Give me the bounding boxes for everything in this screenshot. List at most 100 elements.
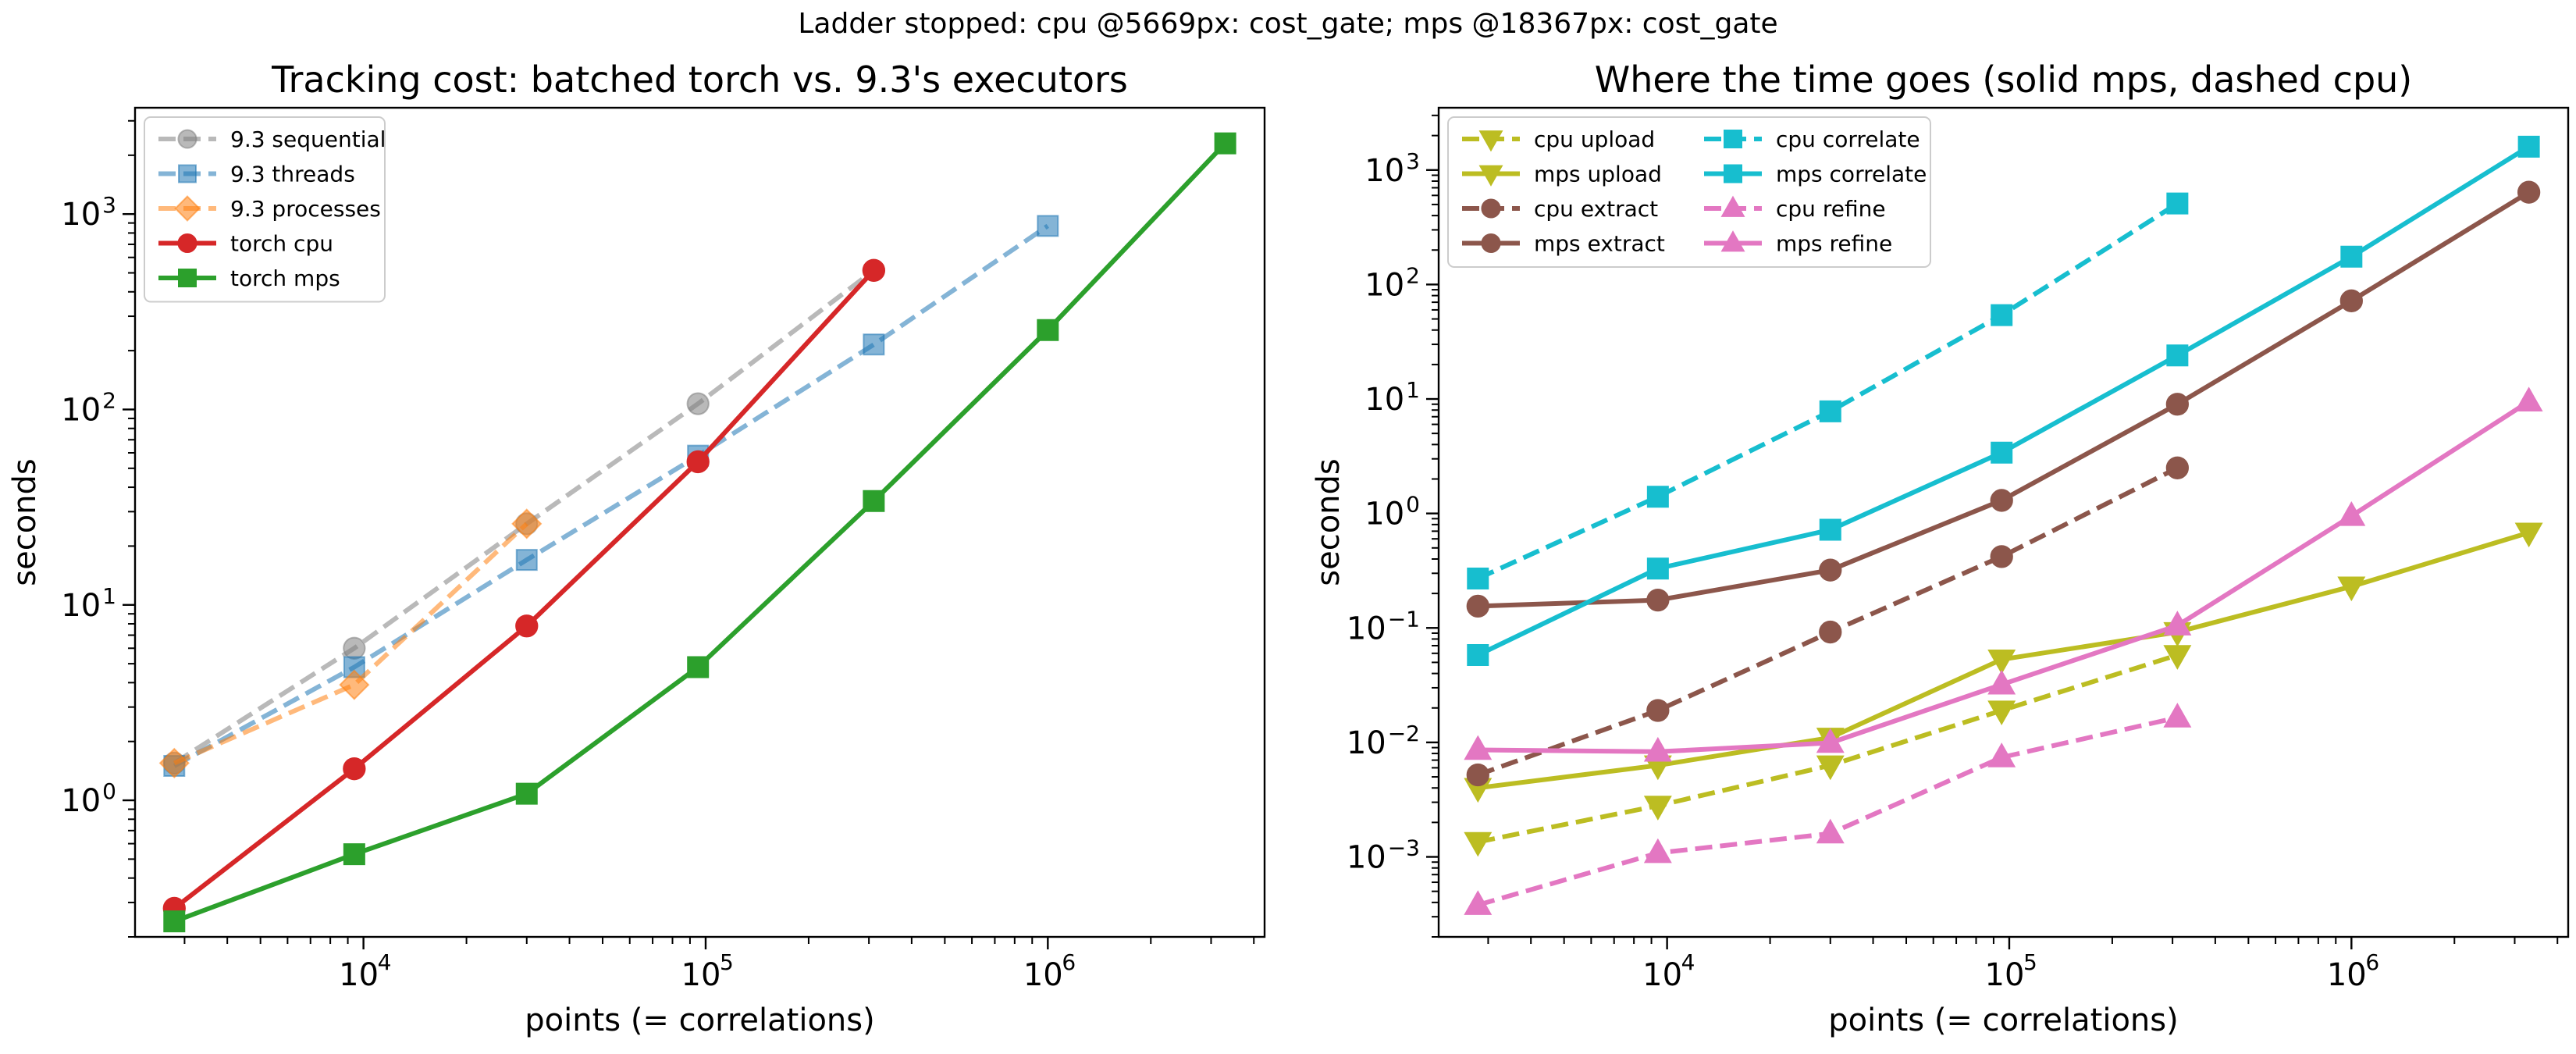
y-tick-label-exponent: 3 bbox=[1406, 148, 1420, 174]
legend-label: cpu upload bbox=[1534, 126, 1655, 152]
data-point bbox=[1037, 215, 1059, 237]
legend-entry: mps extract bbox=[1462, 231, 1665, 257]
data-point bbox=[1816, 755, 1845, 781]
data-point bbox=[1643, 736, 1672, 762]
y-tick-label-exponent: −2 bbox=[1388, 721, 1420, 746]
legend-entry: mps refine bbox=[1704, 230, 1892, 257]
chart-title: Where the time goes (solid mps, dashed c… bbox=[1595, 59, 2413, 101]
legend-entry: torch cpu bbox=[158, 231, 333, 257]
legend-entry: torch mps bbox=[158, 265, 340, 291]
legend: 9.3 sequential 9.3 threads 9.3 processes to… bbox=[144, 116, 386, 303]
plot-area bbox=[158, 132, 1236, 933]
legend-swatch-marker bbox=[1720, 195, 1745, 217]
legend-swatch-marker bbox=[1724, 164, 1742, 183]
legend-entry: 9.3 threads bbox=[158, 162, 355, 187]
x-tick-label: 10 bbox=[1985, 957, 2025, 993]
y-tick-label: 10 bbox=[61, 783, 101, 819]
y-tick-label-exponent: 2 bbox=[1406, 262, 1420, 288]
data-point bbox=[339, 669, 370, 700]
data-point bbox=[1464, 831, 1493, 857]
data-point bbox=[1987, 700, 2016, 725]
x-axis-label: points (= correlations) bbox=[1828, 1002, 2178, 1038]
series-4 bbox=[163, 132, 1236, 933]
y-tick-label: 10 bbox=[61, 588, 101, 624]
legend-entry: cpu correlate bbox=[1704, 126, 1920, 152]
data-point bbox=[1467, 643, 1489, 666]
series-line bbox=[173, 269, 876, 910]
data-point bbox=[1819, 558, 1842, 582]
y-tick-label-exponent: 0 bbox=[1406, 492, 1420, 518]
data-point bbox=[863, 333, 885, 356]
x-tick-label-exponent: 4 bbox=[1681, 949, 1695, 975]
data-point bbox=[2514, 522, 2543, 548]
y-tick-label-exponent: 2 bbox=[102, 387, 116, 413]
data-point bbox=[686, 450, 710, 474]
figure-suptitle: Ladder stopped: cpu @5669px: cost_gate; … bbox=[798, 8, 1777, 40]
legend-box bbox=[1447, 116, 1931, 268]
y-tick-label-exponent: 0 bbox=[102, 778, 116, 804]
legend-swatch-marker bbox=[1481, 233, 1501, 254]
chart-panel-2: Where the time goes (solid mps, dashed c… bbox=[1311, 59, 2570, 1038]
data-point bbox=[863, 490, 885, 512]
series-4 bbox=[1467, 192, 2189, 590]
data-point bbox=[163, 910, 186, 933]
legend-swatch-marker bbox=[177, 233, 197, 254]
data-point bbox=[343, 757, 366, 781]
minor-ticks bbox=[128, 119, 1255, 944]
legend-entry: 9.3 processes bbox=[158, 195, 381, 222]
data-point bbox=[343, 843, 365, 866]
y-axis-label: seconds bbox=[7, 458, 43, 586]
legend: cpu upload mps upload cpu extract mps extra… bbox=[1447, 116, 1931, 268]
data-point bbox=[2514, 386, 2543, 411]
series-5 bbox=[1467, 135, 2540, 666]
panels: Tracking cost: batched torch vs. 9.3's e… bbox=[7, 59, 2570, 1038]
data-point bbox=[1819, 518, 1841, 541]
series-3 bbox=[1466, 180, 2541, 618]
legend-swatch-marker bbox=[1481, 198, 1501, 219]
data-point bbox=[511, 508, 543, 539]
data-point bbox=[2165, 456, 2190, 479]
legend-swatch-marker bbox=[1478, 130, 1503, 152]
chart-title: Tracking cost: batched torch vs. 9.3's e… bbox=[271, 59, 1128, 101]
y-tick-label-exponent: 3 bbox=[102, 192, 116, 218]
y-tick-label: 10 bbox=[1347, 611, 1386, 646]
series-line bbox=[173, 223, 1049, 768]
legend-label: 9.3 processes bbox=[230, 196, 381, 222]
data-point bbox=[1467, 568, 1489, 590]
data-point bbox=[1214, 132, 1236, 155]
data-point bbox=[687, 656, 710, 678]
data-point bbox=[1037, 319, 1059, 341]
legend-label: 9.3 threads bbox=[230, 162, 355, 187]
data-point bbox=[515, 549, 538, 572]
series-0 bbox=[1464, 645, 2192, 857]
legend-label: cpu refine bbox=[1776, 196, 1886, 222]
legend-entry: mps correlate bbox=[1704, 162, 1927, 187]
data-point bbox=[1646, 699, 1670, 722]
x-tick-label: 10 bbox=[2327, 957, 2367, 993]
data-point bbox=[1466, 594, 1489, 618]
data-point bbox=[2339, 289, 2363, 312]
legend-swatch-marker bbox=[178, 269, 197, 287]
data-point bbox=[158, 747, 190, 779]
data-point bbox=[2517, 180, 2541, 204]
data-point bbox=[1646, 588, 1670, 612]
y-tick-label: 10 bbox=[1364, 153, 1404, 189]
chart-panel-1: Tracking cost: batched torch vs. 9.3's e… bbox=[7, 59, 1266, 1038]
data-point bbox=[1991, 304, 2013, 326]
legend-label: mps correlate bbox=[1776, 162, 1927, 187]
data-point bbox=[1990, 489, 2013, 512]
legend-box bbox=[144, 116, 386, 303]
y-tick-label-exponent: 1 bbox=[1406, 377, 1420, 403]
data-point bbox=[2337, 500, 2366, 526]
y-tick-label: 10 bbox=[1364, 267, 1404, 303]
legend-swatch-marker bbox=[177, 129, 197, 149]
legend-label: torch mps bbox=[230, 265, 340, 291]
axes-frame bbox=[1437, 106, 2570, 938]
data-point bbox=[862, 258, 886, 282]
legend-entry: cpu refine bbox=[1704, 195, 1886, 222]
data-point bbox=[343, 636, 366, 660]
x-tick-label: 10 bbox=[1642, 957, 1682, 993]
data-point bbox=[1819, 620, 1842, 644]
x-tick-label: 10 bbox=[339, 957, 379, 993]
data-point bbox=[515, 614, 539, 638]
